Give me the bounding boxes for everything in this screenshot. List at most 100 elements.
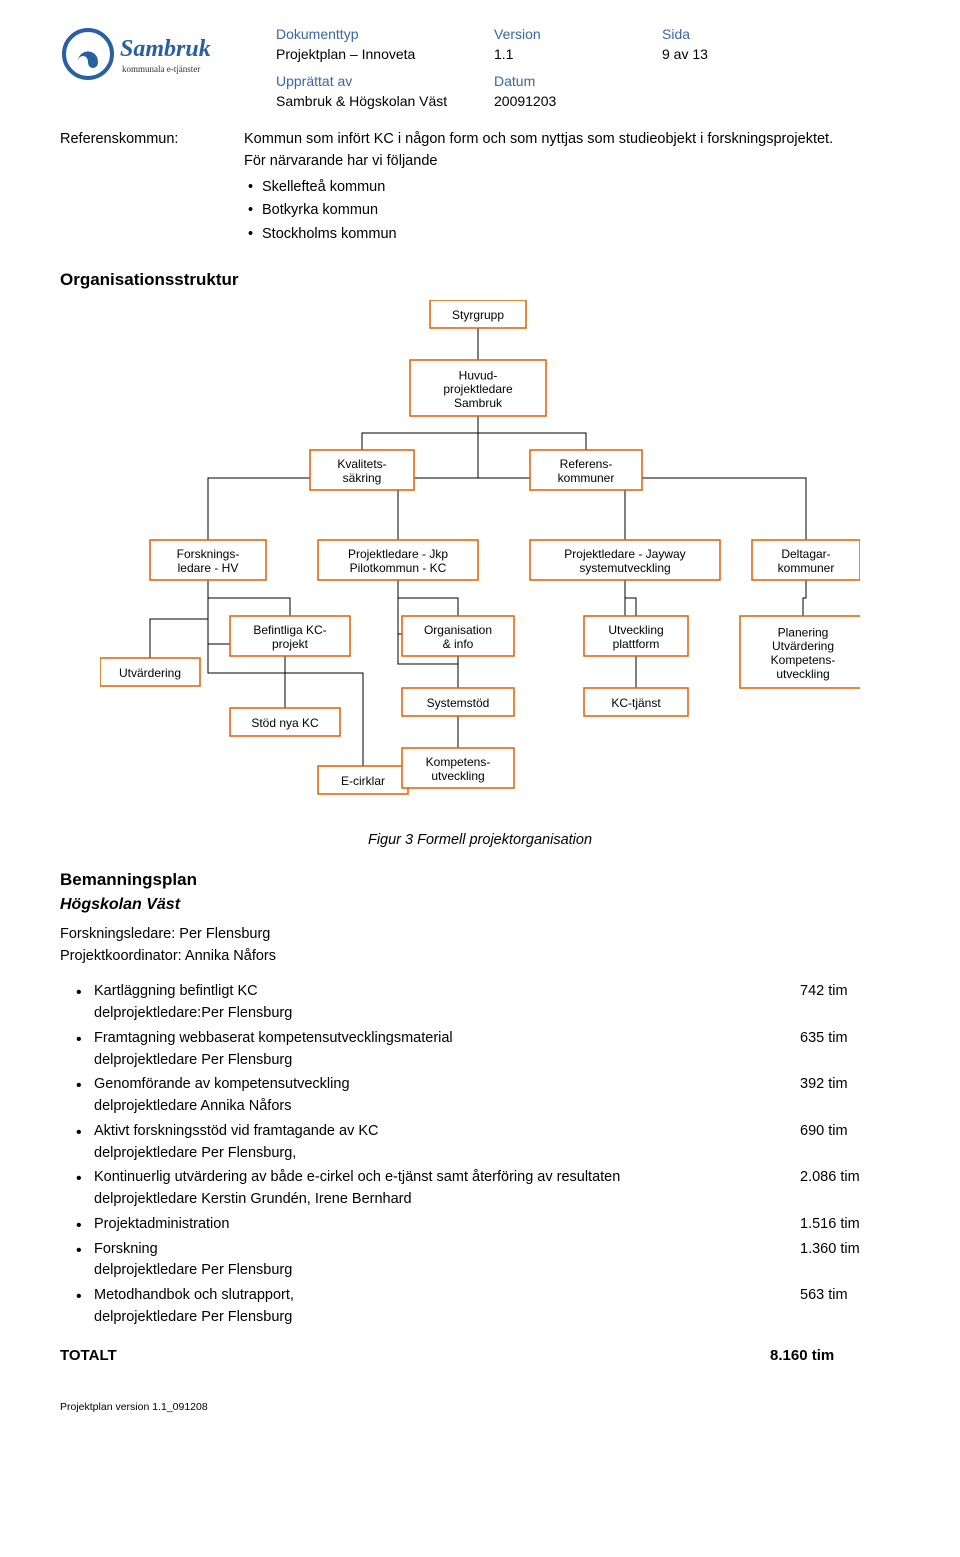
meta-label-datum: Datum [494, 71, 900, 91]
plan-item-main: Kontinuerlig utvärdering av både e-cirke… [94, 1169, 620, 1185]
svg-text:E-cirklar: E-cirklar [341, 774, 385, 788]
plan-item: Framtagning webbaserat kompetensutveckli… [60, 1028, 900, 1072]
referens-bullet: Stockholms kommun [262, 224, 900, 246]
org-node-komp: Kompetens-utveckling [402, 748, 514, 788]
plan-item: Metodhandbok och slutrapport,delprojektl… [60, 1285, 900, 1329]
bemanning-sub: Högskolan Väst [60, 896, 900, 914]
org-node-orgi: Organisation& info [402, 616, 514, 656]
plan-item-hours: 742 tim [800, 981, 900, 1025]
meta-label-upprattat: Upprättat av [276, 71, 494, 91]
logo-text: Sambruk [120, 36, 211, 62]
referens-term: Referenskommun: [60, 129, 230, 248]
org-caption: Figur 3 Formell projektorganisation [60, 832, 900, 848]
plan-item-hours: 1.360 tim [800, 1239, 900, 1283]
plan-item-main: Genomförande av kompetensutveckling [94, 1076, 350, 1092]
svg-text:Organisation: Organisation [424, 623, 492, 637]
svg-text:Projektledare - Jkp: Projektledare - Jkp [348, 547, 448, 561]
plan-item: Forskning delprojektledare Per Flensburg 1… [60, 1239, 900, 1283]
total-label: TOTALT [60, 1345, 770, 1368]
org-node-plan: PlaneringUtvärderingKompetens-utveckling [740, 616, 860, 688]
org-node-utv: Utvärdering [100, 658, 200, 686]
svg-text:projektledare: projektledare [443, 382, 513, 396]
svg-text:utveckling: utveckling [431, 769, 484, 783]
logo-subtext: kommunala e-tjänster [122, 64, 200, 74]
org-node-pjk: Projektledare - JkpPilotkommun - KC [318, 540, 478, 580]
svg-text:Befintliga KC-: Befintliga KC- [253, 623, 326, 637]
referens-bullets: Skellefteå kommunBotkyrka kommunStockhol… [244, 177, 900, 246]
org-node-ecirk: E-cirklar [318, 766, 408, 794]
plan-item-hours: 690 tim [800, 1121, 900, 1165]
document-header: Sambruk kommunala e-tjänster Dokumenttyp… [60, 24, 900, 111]
referenskommun-section: Referenskommun: Kommun som infört KC i n… [60, 129, 900, 248]
org-title: Organisationsstruktur [60, 270, 900, 290]
bemanning-list: Kartläggning befintligt KC delprojektleda… [60, 981, 900, 1328]
plan-item-main: Projektadministration [94, 1216, 229, 1232]
bemanning-title: Bemanningsplan [60, 870, 900, 890]
referens-bullet: Botkyrka kommun [262, 200, 900, 222]
plan-item-main: Aktivt forskningsstöd vid framtagande av… [94, 1123, 379, 1139]
org-node-fhv: Forsknings-ledare - HV [150, 540, 266, 580]
meta-value-upprattat: Sambruk & Högskolan Väst [276, 91, 494, 111]
svg-text:Forsknings-: Forsknings- [177, 547, 240, 561]
referens-text-a: Kommun som infört KC i någon form och so… [244, 131, 833, 147]
svg-text:kommuner: kommuner [558, 471, 615, 485]
plan-item-main: Metodhandbok och slutrapport, [94, 1287, 294, 1303]
meta-label-version: Version [494, 24, 662, 44]
plan-item-hours: 1.516 tim [800, 1214, 900, 1236]
svg-text:Deltagar-: Deltagar- [781, 547, 830, 561]
document-meta: Dokumenttyp Version Sida Projektplan – I… [276, 24, 900, 111]
svg-text:Kvalitets-: Kvalitets- [337, 457, 386, 471]
meta-value-dokumenttyp: Projektplan – Innoveta [276, 44, 494, 64]
svg-text:kommuner: kommuner [778, 561, 835, 575]
bemanning-line2: Projektkoordinator: Annika Nåfors [60, 946, 900, 968]
plan-item: Projektadministration 1.516 tim [60, 1214, 900, 1236]
plan-item-sub: delprojektledare Per Flensburg [94, 1260, 788, 1282]
org-node-syst: Systemstöd [402, 688, 514, 716]
meta-value-sida: 9 av 13 [662, 44, 900, 64]
plan-item-hours: 635 tim [800, 1028, 900, 1072]
org-node-bef: Befintliga KC-projekt [230, 616, 350, 656]
plan-item-hours: 2.086 tim [800, 1167, 900, 1211]
plan-item-hours: 563 tim [800, 1285, 900, 1329]
svg-text:systemutveckling: systemutveckling [579, 561, 670, 575]
svg-text:säkring: säkring [343, 471, 382, 485]
svg-text:Systemstöd: Systemstöd [427, 696, 490, 710]
svg-text:Referens-: Referens- [560, 457, 613, 471]
svg-text:& info: & info [443, 637, 474, 651]
org-chart: StyrgruppHuvud-projektledareSambrukKvali… [100, 300, 860, 820]
plan-item-sub: delprojektledare Per Flensburg [94, 1050, 788, 1072]
plan-item-sub: delprojektledare Annika Nåfors [94, 1096, 788, 1118]
referens-text-b: För närvarande har vi följande [244, 151, 900, 173]
meta-value-datum: 20091203 [494, 91, 900, 111]
referens-bullet: Skellefteå kommun [262, 177, 900, 199]
org-node-pjw: Projektledare - Jaywaysystemutveckling [530, 540, 720, 580]
meta-label-sida: Sida [662, 24, 900, 44]
plan-item-main: Forskning [94, 1241, 158, 1257]
page-footer: Projektplan version 1.1_091208 [60, 1401, 900, 1413]
plan-item-sub: delprojektledare:Per Flensburg [94, 1003, 788, 1025]
svg-text:Utveckling: Utveckling [608, 623, 663, 637]
svg-text:Huvud-: Huvud- [459, 368, 498, 382]
svg-text:projekt: projekt [272, 637, 309, 651]
plan-item-main: Framtagning webbaserat kompetensutveckli… [94, 1030, 453, 1046]
svg-text:Utvärdering: Utvärdering [119, 666, 181, 680]
plan-item: Genomförande av kompetensutveckling delpr… [60, 1074, 900, 1118]
svg-text:Kompetens-: Kompetens- [771, 653, 836, 667]
org-node-utvp: Utvecklingplattform [584, 616, 688, 656]
org-node-styr: Styrgrupp [430, 300, 526, 328]
plan-item: Kartläggning befintligt KC delprojektleda… [60, 981, 900, 1025]
org-node-kct: KC-tjänst [584, 688, 688, 716]
svg-text:KC-tjänst: KC-tjänst [611, 696, 661, 710]
svg-text:Kompetens-: Kompetens- [426, 755, 491, 769]
plan-item-sub: delprojektledare Kerstin Grundén, Irene … [94, 1189, 788, 1211]
plan-item: Aktivt forskningsstöd vid framtagande av… [60, 1121, 900, 1165]
org-node-delt: Deltagar-kommuner [752, 540, 860, 580]
plan-item: Kontinuerlig utvärdering av både e-cirke… [60, 1167, 900, 1211]
svg-text:Pilotkommun - KC: Pilotkommun - KC [350, 561, 447, 575]
plan-item-main: Kartläggning befintligt KC [94, 983, 258, 999]
total-row: TOTALT 8.160 tim [60, 1345, 900, 1368]
org-node-stod: Stöd nya KC [230, 708, 340, 736]
svg-text:ledare - HV: ledare - HV [178, 561, 239, 575]
meta-label-dokumenttyp: Dokumenttyp [276, 24, 494, 44]
org-node-refk: Referens-kommuner [530, 450, 642, 490]
